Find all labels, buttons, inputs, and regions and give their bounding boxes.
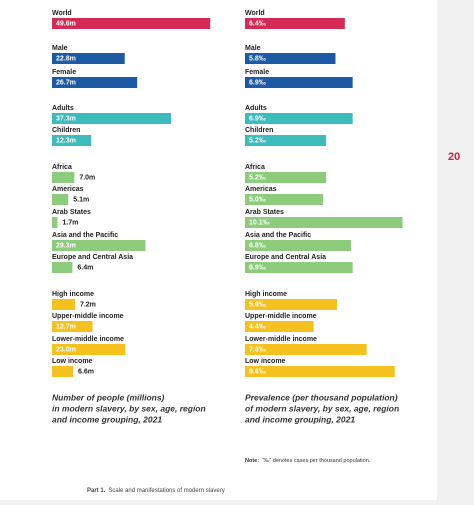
bar xyxy=(245,113,353,124)
value-label: 7.8‰ xyxy=(249,347,266,354)
value-label: 7.2m xyxy=(80,302,96,309)
category-label: High income xyxy=(245,291,287,298)
value-label: 6.4m xyxy=(77,265,93,272)
category-label: Africa xyxy=(52,164,72,171)
caption: in modern slavery, by sex, age, region xyxy=(52,403,206,413)
category-label: Africa xyxy=(245,164,265,171)
value-label: 1.7m xyxy=(62,220,78,227)
value-label: 6.9‰ xyxy=(249,265,266,272)
bar xyxy=(245,240,352,251)
value-label: 6.9‰ xyxy=(249,80,266,87)
bar xyxy=(245,53,336,64)
bar xyxy=(52,172,75,183)
caption: of modern slavery, by sex, age, region xyxy=(245,403,399,413)
value-label: 29.3m xyxy=(56,243,76,250)
value-label: 7.0m xyxy=(79,175,95,182)
bar xyxy=(245,77,353,88)
category-label: Asia and the Pacific xyxy=(245,232,311,239)
category-label: Adults xyxy=(52,105,74,112)
bar xyxy=(245,299,338,310)
bar xyxy=(52,217,58,228)
note: Note: “‰” denotes cases per thousand popu… xyxy=(245,458,371,464)
bar xyxy=(52,53,125,64)
footer: Part 1. Scale and manifestations of moder… xyxy=(87,488,225,494)
value-label: 6.8‰ xyxy=(249,243,266,250)
value-label: 10.1‰ xyxy=(249,220,270,227)
caption: and income grouping, 2021 xyxy=(52,414,162,424)
caption: Prevalence (per thousand population) xyxy=(245,392,398,402)
value-label: 22.8m xyxy=(56,56,76,63)
bar xyxy=(52,344,126,355)
value-label: 5.9‰ xyxy=(249,302,266,309)
value-label: 6.6m xyxy=(78,369,94,376)
footer-label: Part 1. xyxy=(87,488,106,494)
category-label: Europe and Central Asia xyxy=(245,254,326,261)
value-label: 49.6m xyxy=(56,21,76,28)
category-label: Adults xyxy=(245,105,267,112)
bar xyxy=(245,135,327,146)
category-label: High income xyxy=(52,291,94,298)
category-label: Arab States xyxy=(245,209,284,216)
caption: Number of people (millions) xyxy=(52,392,165,402)
category-label: Lower-middle income xyxy=(52,336,124,343)
footer-text: Scale and manifestations of modern slave… xyxy=(108,488,224,494)
value-label: 6.9‰ xyxy=(249,116,266,123)
bar xyxy=(245,194,323,205)
value-label: 5.8‰ xyxy=(249,56,266,63)
value-label: 5.0‰ xyxy=(249,197,266,204)
category-label: Europe and Central Asia xyxy=(52,254,133,261)
bar xyxy=(52,240,146,251)
bar xyxy=(52,77,138,88)
category-label: World xyxy=(245,10,265,17)
category-label: Male xyxy=(52,45,68,52)
bar xyxy=(245,18,345,29)
bar xyxy=(245,321,314,332)
bar xyxy=(52,18,211,29)
value-label: 5.2‰ xyxy=(249,175,266,182)
category-label: Low income xyxy=(52,358,93,365)
bar xyxy=(245,366,395,377)
category-label: Asia and the Pacific xyxy=(52,232,118,239)
caption: and income grouping, 2021 xyxy=(245,414,355,424)
value-label: 23.0m xyxy=(56,347,76,354)
bar xyxy=(52,135,92,146)
bar xyxy=(52,321,93,332)
value-label: 4.4‰ xyxy=(249,324,266,331)
value-label: 12.7m xyxy=(56,324,76,331)
bar xyxy=(52,262,73,273)
category-label: Children xyxy=(52,127,80,134)
value-label: 5.1m xyxy=(73,197,89,204)
bar xyxy=(245,172,327,183)
bar xyxy=(245,262,353,273)
value-label: 6.4‰ xyxy=(249,21,266,28)
category-label: World xyxy=(52,10,72,17)
bar xyxy=(52,366,74,377)
bar xyxy=(245,217,403,228)
bar xyxy=(52,113,171,124)
bar xyxy=(245,344,367,355)
value-label: 26.7m xyxy=(56,80,76,87)
category-label: Female xyxy=(52,69,76,76)
value-label: 37.3m xyxy=(56,116,76,123)
value-label: 5.2‰ xyxy=(249,138,266,145)
category-label: Low income xyxy=(245,358,286,365)
page-number: 20 xyxy=(448,151,460,163)
category-label: Americas xyxy=(245,186,277,193)
category-label: Female xyxy=(245,69,269,76)
category-label: Children xyxy=(245,127,273,134)
bar xyxy=(52,299,75,310)
note-text: “‰” denotes cases per thousand populatio… xyxy=(262,458,371,464)
category-label: Americas xyxy=(52,186,84,193)
category-label: Lower-middle income xyxy=(245,336,317,343)
category-label: Male xyxy=(245,45,261,52)
bar xyxy=(52,194,69,205)
value-label: 12.3m xyxy=(56,138,76,145)
category-label: Upper-middle income xyxy=(245,313,317,320)
category-label: Arab States xyxy=(52,209,91,216)
category-label: Upper-middle income xyxy=(52,313,124,320)
note-label: Note: xyxy=(245,458,259,464)
value-label: 9.6‰ xyxy=(249,369,266,376)
